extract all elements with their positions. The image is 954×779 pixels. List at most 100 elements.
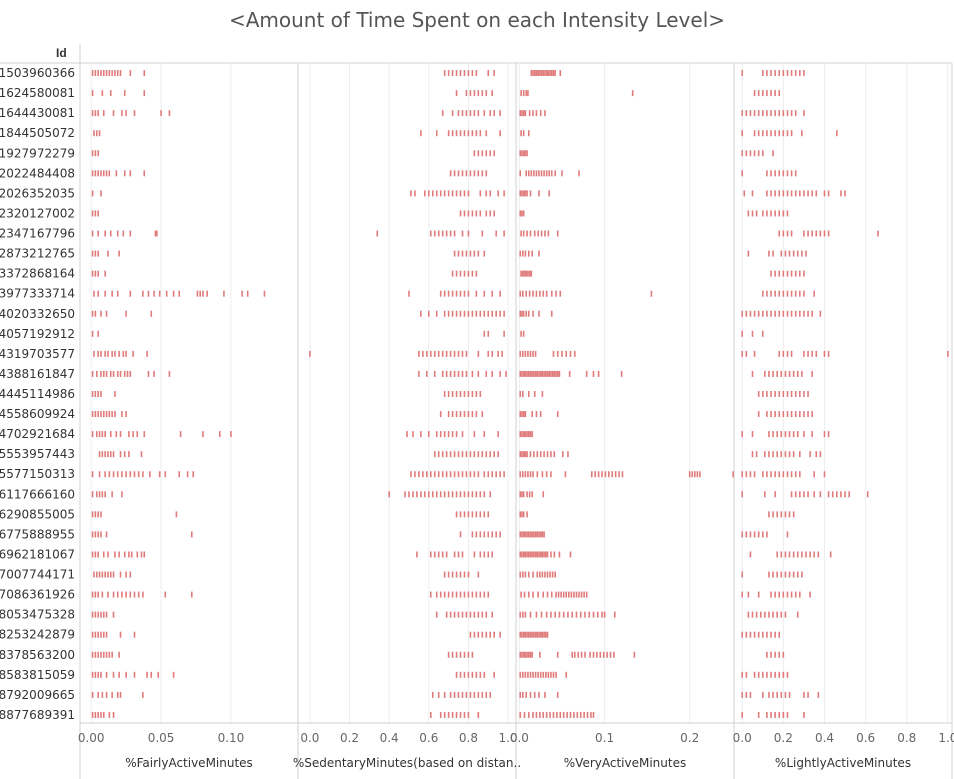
tick-mark[interactable]	[790, 471, 793, 478]
tick-mark[interactable]	[539, 411, 542, 418]
tick-mark[interactable]	[807, 190, 809, 197]
tick-mark[interactable]	[475, 591, 478, 598]
tick-mark[interactable]	[158, 471, 161, 478]
tick-mark[interactable]	[741, 491, 744, 498]
tick-mark[interactable]	[487, 471, 490, 478]
tick-mark[interactable]	[447, 591, 450, 598]
tick-mark[interactable]	[532, 571, 534, 578]
tick-mark[interactable]	[461, 110, 464, 117]
tick-mark[interactable]	[477, 571, 480, 578]
tick-mark[interactable]	[475, 310, 478, 317]
tick-mark[interactable]	[473, 150, 476, 157]
tick-mark[interactable]	[796, 551, 799, 558]
tick-mark[interactable]	[91, 370, 94, 377]
tick-mark[interactable]	[768, 250, 770, 257]
tick-mark[interactable]	[776, 691, 778, 698]
tick-mark[interactable]	[596, 651, 598, 658]
tick-mark[interactable]	[539, 651, 541, 658]
tick-mark[interactable]	[114, 70, 116, 77]
tick-mark[interactable]	[527, 170, 530, 177]
tick-mark[interactable]	[524, 631, 527, 638]
tick-mark[interactable]	[586, 711, 589, 718]
tick-mark[interactable]	[149, 471, 151, 478]
tick-mark[interactable]	[160, 110, 162, 117]
tick-mark[interactable]	[774, 651, 776, 658]
tick-mark[interactable]	[459, 491, 462, 498]
tick-mark[interactable]	[457, 691, 460, 698]
tick-mark[interactable]	[561, 170, 563, 177]
tick-mark[interactable]	[551, 370, 554, 377]
tick-mark[interactable]	[560, 591, 562, 598]
tick-mark[interactable]	[98, 471, 101, 478]
tick-mark[interactable]	[819, 310, 822, 317]
tick-mark[interactable]	[437, 451, 440, 458]
tick-mark[interactable]	[790, 350, 793, 357]
tick-mark[interactable]	[91, 531, 94, 538]
tick-mark[interactable]	[542, 671, 545, 678]
tick-mark[interactable]	[774, 170, 776, 177]
tick-mark[interactable]	[168, 110, 171, 117]
tick-mark[interactable]	[449, 691, 452, 698]
tick-mark[interactable]	[493, 70, 495, 77]
tick-mark[interactable]	[569, 551, 572, 558]
tick-mark[interactable]	[755, 451, 758, 458]
tick-mark[interactable]	[757, 90, 760, 97]
tick-mark[interactable]	[467, 491, 470, 498]
tick-mark[interactable]	[741, 711, 744, 718]
tick-mark[interactable]	[463, 390, 466, 397]
tick-mark[interactable]	[489, 451, 492, 458]
tick-mark[interactable]	[467, 511, 470, 518]
tick-mark[interactable]	[772, 370, 774, 377]
tick-mark[interactable]	[433, 230, 436, 237]
tick-mark[interactable]	[111, 290, 113, 297]
tick-mark[interactable]	[132, 350, 134, 357]
tick-mark[interactable]	[435, 491, 438, 498]
tick-mark[interactable]	[98, 491, 101, 498]
tick-mark[interactable]	[443, 310, 446, 317]
tick-mark[interactable]	[530, 270, 533, 277]
tick-mark[interactable]	[766, 651, 768, 658]
tick-mark[interactable]	[565, 591, 568, 598]
tick-mark[interactable]	[451, 70, 454, 77]
tick-mark[interactable]	[121, 411, 123, 418]
tick-mark[interactable]	[123, 370, 126, 377]
tick-mark[interactable]	[437, 471, 440, 478]
tick-mark[interactable]	[107, 591, 109, 598]
tick-mark[interactable]	[580, 651, 583, 658]
tick-mark[interactable]	[761, 90, 764, 97]
tick-mark[interactable]	[790, 190, 793, 197]
tick-mark[interactable]	[539, 290, 541, 297]
tick-mark[interactable]	[453, 471, 456, 478]
tick-mark[interactable]	[603, 611, 606, 618]
tick-mark[interactable]	[100, 170, 102, 177]
tick-mark[interactable]	[503, 190, 505, 197]
tick-mark[interactable]	[569, 711, 572, 718]
tick-mark[interactable]	[545, 551, 547, 558]
tick-mark[interactable]	[552, 350, 555, 357]
tick-mark[interactable]	[527, 250, 530, 257]
tick-mark[interactable]	[455, 130, 458, 137]
tick-mark[interactable]	[792, 370, 795, 377]
tick-mark[interactable]	[543, 551, 545, 558]
tick-mark[interactable]	[495, 230, 497, 237]
tick-mark[interactable]	[753, 531, 756, 538]
tick-mark[interactable]	[479, 491, 482, 498]
tick-mark[interactable]	[529, 691, 532, 698]
tick-mark[interactable]	[199, 290, 201, 297]
tick-mark[interactable]	[483, 110, 486, 117]
tick-mark[interactable]	[774, 190, 776, 197]
tick-mark[interactable]	[487, 531, 490, 538]
tick-mark[interactable]	[451, 651, 454, 658]
tick-mark[interactable]	[522, 230, 525, 237]
tick-mark[interactable]	[522, 611, 524, 618]
tick-mark[interactable]	[455, 571, 458, 578]
tick-mark[interactable]	[101, 451, 104, 458]
tick-mark[interactable]	[100, 350, 102, 357]
tick-mark[interactable]	[524, 531, 527, 538]
tick-mark[interactable]	[461, 691, 464, 698]
tick-mark[interactable]	[519, 691, 522, 698]
tick-mark[interactable]	[153, 370, 155, 377]
tick-mark[interactable]	[95, 491, 98, 498]
tick-mark[interactable]	[549, 571, 551, 578]
tick-mark[interactable]	[523, 591, 526, 598]
